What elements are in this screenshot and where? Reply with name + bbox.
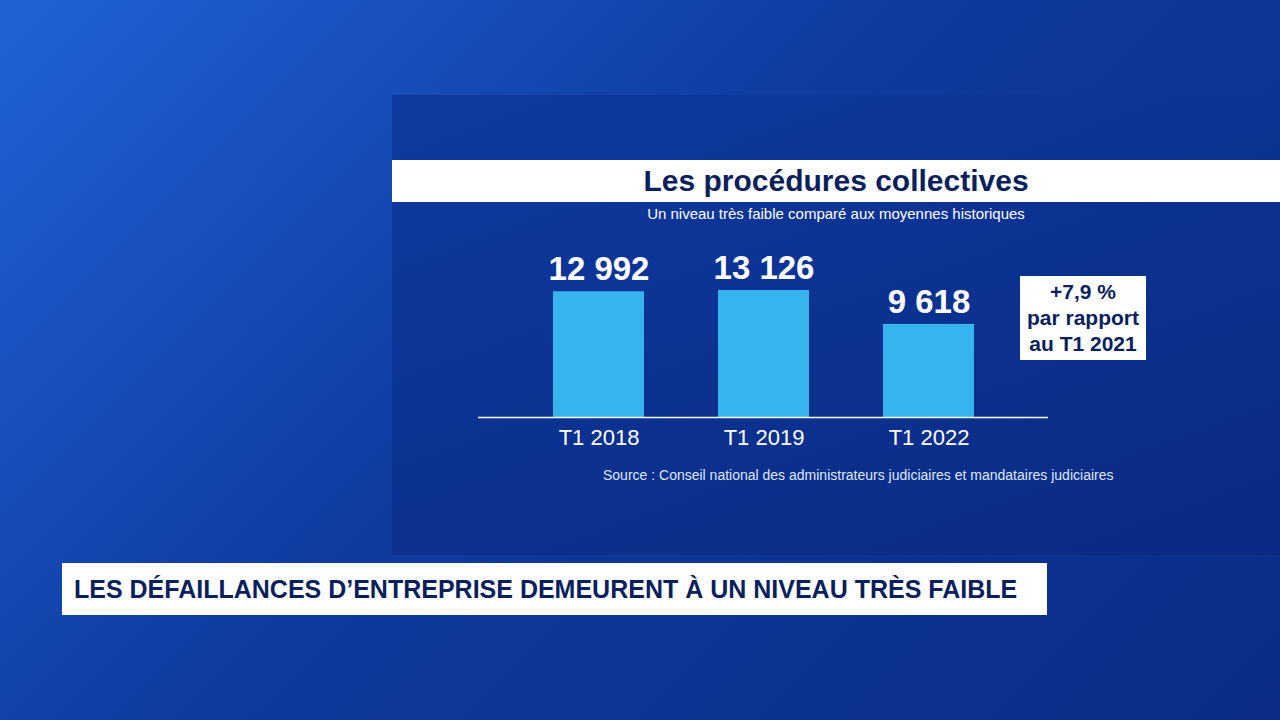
svg-text:T1 2019: T1 2019	[724, 425, 805, 450]
html-text:au T1 2021: au T1 2021	[1029, 332, 1137, 355]
svg-text:T1 2018: T1 2018	[559, 425, 640, 450]
html-text:par rapport: par rapport	[1027, 306, 1139, 329]
html-text:Un niveau très faible comparé: Un niveau très faible comparé aux moyenn…	[647, 205, 1025, 222]
svg-text:12 992: 12 992	[549, 250, 650, 287]
svg-text:T1 2022: T1 2022	[889, 425, 970, 450]
html-text:LES DÉFAILLANCES D’ENTREPRISE: LES DÉFAILLANCES D’ENTREPRISE DEMEURENT …	[74, 575, 1018, 603]
html-text:+7,9 %: +7,9 %	[1050, 280, 1116, 303]
html-text:Les procédures collectives: Les procédures collectives	[643, 164, 1029, 197]
svg-text:9 618: 9 618	[888, 283, 971, 320]
html-text:Source : Conseil national des: Source : Conseil national des administra…	[603, 467, 1114, 483]
svg-text:13 126: 13 126	[714, 249, 815, 286]
